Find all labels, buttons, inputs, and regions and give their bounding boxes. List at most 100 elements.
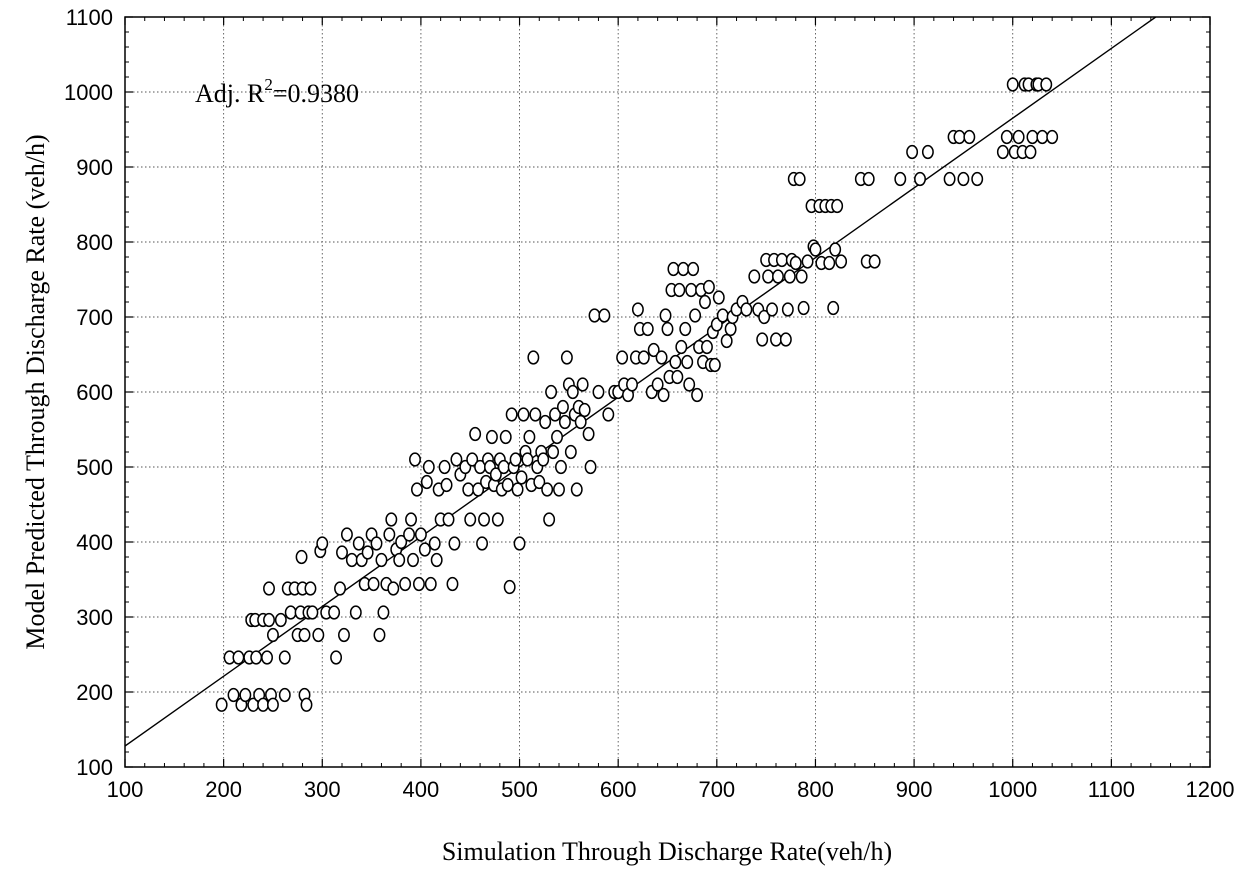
data-point bbox=[576, 377, 589, 392]
data-point bbox=[681, 354, 694, 370]
data-point bbox=[894, 171, 907, 187]
data-point bbox=[570, 482, 583, 497]
data-point bbox=[553, 482, 565, 497]
y-tick-label: 600 bbox=[76, 380, 113, 405]
x-tick-label: 400 bbox=[403, 777, 440, 802]
data-point bbox=[809, 242, 822, 257]
data-point bbox=[775, 252, 788, 268]
data-point bbox=[641, 321, 654, 337]
y-tick-label: 200 bbox=[76, 680, 113, 705]
data-point bbox=[503, 579, 516, 595]
data-point bbox=[637, 350, 650, 365]
data-point bbox=[758, 309, 771, 325]
data-point bbox=[702, 279, 715, 295]
r-squared-annotation: Adj. R2=0.9380 bbox=[195, 75, 359, 108]
data-point bbox=[914, 171, 926, 187]
data-point bbox=[466, 452, 479, 467]
x-tick-labels: 100 200 300 400 500 600 700 800 900 1000 1100 1200 bbox=[107, 777, 1235, 802]
data-point bbox=[689, 308, 702, 323]
data-point bbox=[724, 321, 737, 337]
data-point bbox=[472, 482, 485, 497]
x-tick-label: 600 bbox=[600, 777, 637, 802]
data-point bbox=[708, 357, 721, 373]
data-point bbox=[602, 407, 615, 422]
data-point bbox=[687, 261, 700, 277]
x-tick-label: 1000 bbox=[988, 777, 1037, 802]
data-point bbox=[440, 477, 453, 493]
x-tick-label: 900 bbox=[896, 777, 933, 802]
data-point bbox=[345, 552, 358, 568]
data-point bbox=[996, 144, 1009, 160]
data-point bbox=[403, 527, 416, 542]
data-point bbox=[407, 552, 419, 568]
data-point bbox=[215, 697, 228, 712]
x-tick-label: 1200 bbox=[1186, 777, 1235, 802]
y-tick-label: 800 bbox=[76, 230, 113, 255]
data-point bbox=[533, 474, 546, 490]
data-point bbox=[766, 302, 779, 317]
data-point bbox=[491, 512, 504, 527]
data-point bbox=[626, 377, 638, 392]
data-point bbox=[762, 269, 775, 284]
data-point bbox=[373, 627, 386, 643]
data-point bbox=[295, 549, 308, 565]
data-point bbox=[257, 697, 270, 712]
data-point bbox=[509, 452, 522, 467]
data-point bbox=[446, 576, 459, 592]
y-tick-label: 1100 bbox=[66, 5, 113, 30]
data-point bbox=[278, 687, 291, 703]
data-point bbox=[829, 242, 842, 257]
data-point bbox=[598, 308, 611, 323]
annotation-suffix: =0.9380 bbox=[273, 79, 359, 108]
data-point bbox=[835, 254, 848, 269]
data-point bbox=[770, 332, 782, 347]
data-point bbox=[274, 612, 287, 628]
data-point bbox=[588, 308, 601, 323]
data-point bbox=[529, 407, 542, 422]
data-point bbox=[442, 512, 455, 527]
data-point bbox=[334, 581, 346, 596]
data-point bbox=[797, 300, 810, 316]
data-point bbox=[906, 144, 919, 160]
data-point bbox=[377, 605, 390, 620]
data-point bbox=[409, 452, 421, 467]
data-point bbox=[582, 426, 595, 442]
data-point bbox=[393, 552, 406, 568]
data-point bbox=[304, 581, 317, 596]
data-point bbox=[669, 354, 682, 370]
x-axis-title: Simulation Through Discharge Rate(veh/h) bbox=[442, 837, 892, 866]
y-tick-label: 100 bbox=[76, 755, 113, 780]
x-tick-label: 300 bbox=[304, 777, 341, 802]
y-axis-title: Model Predicted Through Discharge Rate (… bbox=[21, 134, 50, 649]
data-point bbox=[862, 171, 875, 187]
data-point bbox=[699, 294, 711, 310]
data-point bbox=[712, 290, 725, 305]
x-tick-label: 1100 bbox=[1088, 777, 1135, 802]
x-tick-label: 800 bbox=[797, 777, 834, 802]
data-point bbox=[499, 429, 512, 445]
data-point bbox=[505, 407, 518, 422]
data-point bbox=[399, 576, 412, 592]
data-point bbox=[424, 576, 437, 592]
data-point bbox=[227, 687, 240, 703]
data-point bbox=[306, 605, 319, 620]
data-point bbox=[489, 467, 502, 482]
data-point bbox=[868, 254, 881, 269]
data-point bbox=[497, 459, 510, 475]
data-point bbox=[772, 269, 784, 284]
data-point bbox=[779, 332, 792, 347]
data-point bbox=[793, 171, 806, 187]
data-point bbox=[831, 198, 844, 214]
data-point bbox=[361, 545, 374, 560]
data-point bbox=[411, 482, 423, 497]
data-point bbox=[675, 339, 688, 355]
data-point bbox=[795, 269, 808, 284]
data-point bbox=[647, 342, 660, 358]
data-point bbox=[740, 302, 753, 317]
data-point bbox=[370, 536, 383, 551]
data-point bbox=[383, 527, 396, 542]
data-point bbox=[584, 459, 597, 475]
data-point bbox=[239, 687, 252, 703]
data-point bbox=[267, 697, 279, 712]
data-point bbox=[278, 650, 291, 665]
